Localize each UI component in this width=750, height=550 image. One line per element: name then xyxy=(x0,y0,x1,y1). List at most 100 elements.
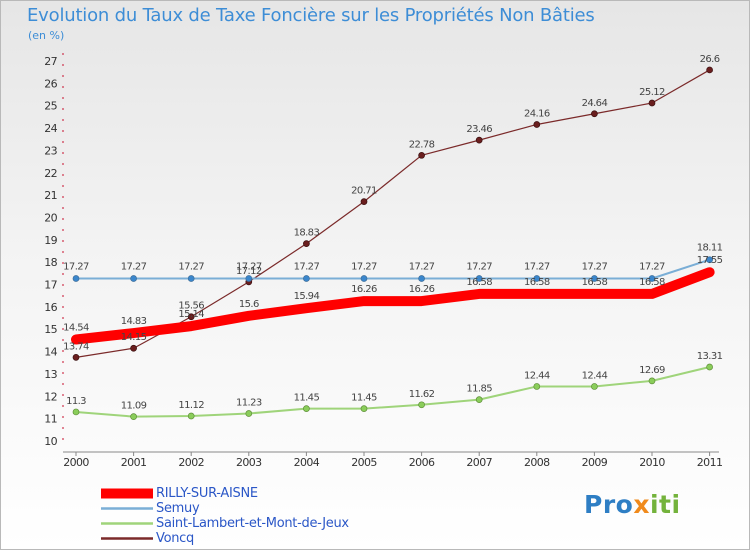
data-label: 22.78 xyxy=(409,139,435,150)
data-label: 23.46 xyxy=(466,124,492,135)
y-tick-label: 21 xyxy=(44,189,57,202)
chart-title: Evolution du Taux de Taxe Foncière sur l… xyxy=(27,5,595,26)
x-tick-label: 2004 xyxy=(294,456,320,469)
data-label: 18.11 xyxy=(697,243,723,254)
data-point xyxy=(303,405,310,412)
data-label: 17.27 xyxy=(63,261,89,272)
data-point xyxy=(130,344,137,352)
data-label: 15.94 xyxy=(294,291,320,302)
data-point xyxy=(475,396,483,403)
data-label: 12.44 xyxy=(582,370,608,381)
data-label: 11.3 xyxy=(66,396,86,407)
legend: RILLY-SUR-AISNE Semuy Saint-Lambert-et-M… xyxy=(101,486,349,546)
legend-swatch-saint-lambert xyxy=(101,522,153,525)
legend-label-saint-lambert: Saint-Lambert-et-Mont-de-Jeux xyxy=(156,516,349,531)
series-line-1 xyxy=(75,258,711,280)
data-point xyxy=(648,275,656,282)
data-label: 24.16 xyxy=(524,108,550,119)
data-point xyxy=(187,313,195,321)
y-tick-label: 11 xyxy=(44,413,57,426)
data-label: 11.23 xyxy=(236,398,262,409)
data-label: 14.15 xyxy=(121,332,147,343)
data-label: 16.58 xyxy=(466,277,492,288)
data-label: 18.83 xyxy=(294,228,320,239)
data-point xyxy=(533,121,541,128)
data-point xyxy=(418,275,425,282)
data-label: 17.27 xyxy=(409,261,435,272)
y-tick-label: 18 xyxy=(44,256,57,269)
data-point xyxy=(475,136,483,144)
x-tick-label: 2009 xyxy=(582,456,608,469)
legend-item-semuy: Semuy xyxy=(101,501,349,516)
data-point xyxy=(418,151,425,159)
data-point xyxy=(706,66,713,74)
y-tick-label: 17 xyxy=(44,279,57,292)
legend-item-saint-lambert: Saint-Lambert-et-Mont-de-Jeux xyxy=(101,516,349,531)
y-tick-label: 27 xyxy=(44,55,57,68)
y-tick-label: 12 xyxy=(44,390,57,403)
data-label: 24.64 xyxy=(582,98,608,109)
data-label: 13.31 xyxy=(697,351,723,362)
data-label: 16.26 xyxy=(409,284,435,295)
y-tick-label: 16 xyxy=(44,301,57,314)
axes: 10 11 12 13 14 15 16 17 18 19 20 21 22 23 24 25 26 27 2000… xyxy=(44,53,723,469)
data-label: 11.45 xyxy=(294,393,320,404)
logo-part-3: iti xyxy=(649,490,681,519)
y-tick-label: 23 xyxy=(44,144,57,157)
logo-part-1: Pro xyxy=(584,490,634,519)
data-point xyxy=(72,354,80,361)
data-point xyxy=(187,412,195,420)
x-tick-label: 2010 xyxy=(639,456,665,469)
data-point xyxy=(706,256,713,264)
data-label: 14.83 xyxy=(121,316,147,327)
series-layer: 13.74 14.15 15.56 17.12 18.83 20.71 22.78 23.46… xyxy=(63,54,723,420)
data-label: 16.26 xyxy=(351,284,377,295)
data-point xyxy=(72,408,80,416)
y-tick-label: 14 xyxy=(44,346,57,359)
legend-swatch-semuy xyxy=(101,507,153,510)
data-label: 15.14 xyxy=(178,309,204,320)
y-tick-label: 20 xyxy=(44,211,57,224)
data-label: 17.27 xyxy=(294,261,320,272)
data-label: 17.27 xyxy=(524,261,550,272)
series-line-0 xyxy=(71,267,715,345)
x-tick-label: 2011 xyxy=(697,456,723,469)
legend-item-rilly: RILLY-SUR-AISNE xyxy=(101,486,349,501)
data-point xyxy=(706,363,713,371)
data-point xyxy=(418,401,425,409)
data-point xyxy=(245,275,253,282)
data-point xyxy=(591,275,598,282)
data-label: 15.56 xyxy=(178,301,204,312)
legend-swatch-rilly xyxy=(101,488,153,499)
proxiti-logo: Proxiti xyxy=(584,490,681,519)
legend-swatch-voncq xyxy=(101,537,153,540)
x-tick-label: 2000 xyxy=(63,456,89,469)
data-label: 17.27 xyxy=(178,261,204,272)
data-label: 16.58 xyxy=(524,277,550,288)
data-point xyxy=(130,413,137,420)
legend-item-voncq: Voncq xyxy=(101,531,349,546)
data-label: 17.55 xyxy=(697,255,723,266)
data-label: 13.74 xyxy=(63,341,89,352)
legend-label-voncq: Voncq xyxy=(156,531,194,546)
data-label: 12.44 xyxy=(524,370,550,381)
data-point xyxy=(303,240,310,247)
y-axis-unit-label: (en %) xyxy=(28,29,65,42)
data-label: 17.27 xyxy=(121,261,147,272)
data-point xyxy=(360,275,368,282)
data-point xyxy=(475,275,483,282)
y-tick-label: 19 xyxy=(44,234,57,247)
data-point xyxy=(648,377,656,385)
data-label: 25.12 xyxy=(639,87,665,98)
y-tick-label: 25 xyxy=(44,100,57,113)
data-label: 16.58 xyxy=(639,277,665,288)
x-tick-label: 2003 xyxy=(236,456,262,469)
y-tick-label: 13 xyxy=(44,368,57,381)
data-label: 17.27 xyxy=(236,261,262,272)
x-tick-label: 2006 xyxy=(409,456,435,469)
series-line-3 xyxy=(75,69,711,358)
y-tick-label: 24 xyxy=(44,122,57,135)
logo-part-2: x xyxy=(633,490,650,519)
data-label: 11.85 xyxy=(466,384,492,395)
